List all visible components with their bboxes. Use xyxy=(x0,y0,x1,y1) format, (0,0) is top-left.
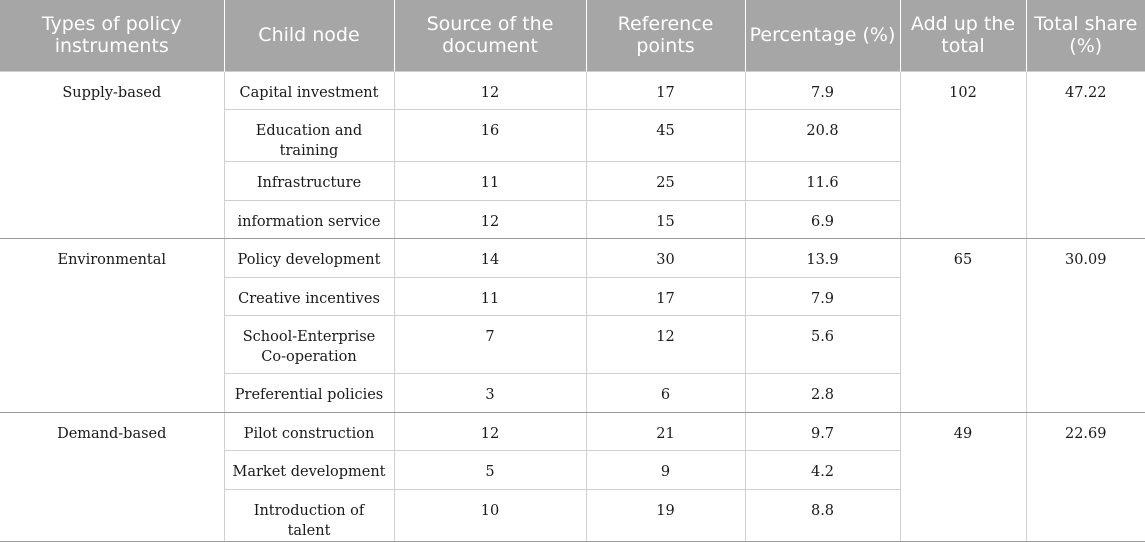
child-node-cell: Capital investment xyxy=(223,70,395,110)
source-cell: 10 xyxy=(393,488,587,542)
child-node-cell: Policy development xyxy=(223,238,395,278)
table-row: Supply-based Capital investment 12 17 7.… xyxy=(0,70,1145,239)
header-types: Types of policy instruments xyxy=(0,0,225,71)
points-cell: 30 xyxy=(585,238,746,278)
header-child-node: Child node xyxy=(224,0,395,71)
group-total-cell: 65 xyxy=(899,238,1027,413)
percent-cell: 7.9 xyxy=(744,70,901,110)
percent-cell: 6.9 xyxy=(744,199,900,239)
group-type-cell: Demand-based xyxy=(0,411,225,542)
percent-cell: 9.7 xyxy=(744,411,901,451)
points-cell: 12 xyxy=(585,315,746,374)
table-row: Environmental Policy development 14 30 1… xyxy=(0,238,1145,413)
child-node-cell: Pilot construction xyxy=(223,411,395,451)
source-cell: 11 xyxy=(393,161,587,201)
header-add-up-total: Add up the total xyxy=(900,0,1027,71)
source-cell: 5 xyxy=(393,450,587,490)
percent-cell: 7.9 xyxy=(744,276,900,316)
points-cell: 21 xyxy=(585,411,746,451)
points-cell: 9 xyxy=(585,450,746,490)
table-row: information service 12 15 6.9 xyxy=(0,199,1145,239)
group-type-cell: Environmental xyxy=(0,238,225,413)
group-total-cell: 102 xyxy=(899,70,1027,239)
percent-cell: 4.2 xyxy=(744,450,900,490)
child-node-cell: information service xyxy=(224,199,395,239)
points-cell: 45 xyxy=(585,109,746,162)
points-cell: 17 xyxy=(585,276,746,316)
group-share-cell: 22.69 xyxy=(1025,411,1145,542)
points-cell: 6 xyxy=(585,373,746,413)
table-row: School-Enterprise Co-operation 7 12 5.6 xyxy=(0,315,1145,374)
percent-cell: 11.6 xyxy=(744,161,900,201)
percent-cell: 8.8 xyxy=(744,488,900,542)
source-cell: 3 xyxy=(393,373,587,413)
header-source: Source of the document xyxy=(394,0,587,71)
source-cell: 12 xyxy=(393,70,587,110)
child-node-cell: Creative incentives xyxy=(224,276,395,316)
table-row: Education and training 16 45 20.8 xyxy=(0,109,1145,162)
child-node-cell: Education and training xyxy=(224,109,395,162)
group-share-cell: 30.09 xyxy=(1025,238,1145,413)
header-row: Types of policy instruments Child node S… xyxy=(0,0,1145,71)
percent-cell: 13.9 xyxy=(744,238,901,278)
table-row: Demand-based Pilot construction 12 21 9.… xyxy=(0,411,1145,542)
header-total-share: Total share (%) xyxy=(1026,0,1145,71)
table-row: Market development 5 9 4.2 xyxy=(0,450,1145,490)
header-reference-points: Reference points xyxy=(586,0,746,71)
group-type-cell: Supply-based xyxy=(0,70,225,239)
table-row: Infrastructure 11 25 11.6 xyxy=(0,161,1145,201)
points-cell: 19 xyxy=(585,488,746,542)
percent-cell: 5.6 xyxy=(744,315,900,374)
source-cell: 11 xyxy=(393,276,587,316)
header-percentage: Percentage (%) xyxy=(745,0,901,71)
child-node-cell: Market development xyxy=(224,450,395,490)
source-cell: 16 xyxy=(393,109,587,162)
source-cell: 12 xyxy=(393,411,587,451)
percent-cell: 2.8 xyxy=(744,373,900,413)
group-share-cell: 47.22 xyxy=(1025,70,1145,239)
child-node-cell: School-Enterprise Co-operation xyxy=(224,315,395,374)
source-cell: 7 xyxy=(393,315,587,374)
child-node-cell: Introduction of talent xyxy=(224,488,395,542)
points-cell: 17 xyxy=(585,70,746,110)
child-node-cell: Infrastructure xyxy=(224,161,395,201)
source-cell: 14 xyxy=(393,238,587,278)
points-cell: 25 xyxy=(585,161,746,201)
percent-cell: 20.8 xyxy=(744,109,900,162)
child-node-cell: Preferential policies xyxy=(224,373,395,413)
points-cell: 15 xyxy=(585,199,746,239)
source-cell: 12 xyxy=(393,199,587,239)
group-total-cell: 49 xyxy=(899,411,1027,542)
